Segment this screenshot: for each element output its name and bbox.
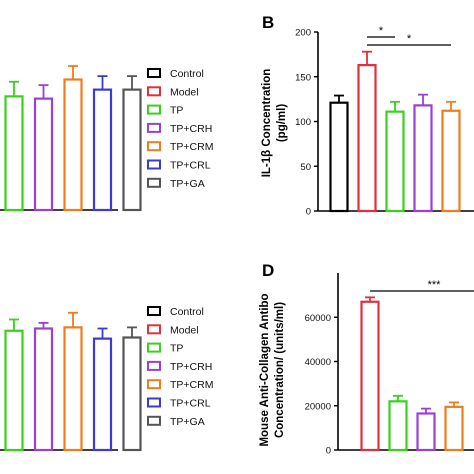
legend-label: TP+CRH xyxy=(170,361,212,373)
legend-swatch xyxy=(147,306,161,316)
legend-label: TP xyxy=(170,343,183,355)
bar xyxy=(33,97,54,212)
bar xyxy=(63,326,83,452)
bar xyxy=(4,95,24,212)
bar xyxy=(413,104,433,213)
legend-label: Model xyxy=(170,324,199,336)
panel-d-letter: D xyxy=(262,261,274,280)
legend-label: TP+CRH xyxy=(170,123,212,135)
significance-label: * xyxy=(379,25,384,37)
legend-label: Control xyxy=(170,68,204,80)
bar xyxy=(33,327,54,452)
bar xyxy=(416,412,436,452)
legend-swatch xyxy=(147,415,161,426)
legend-swatch xyxy=(147,342,161,353)
significance-label: *** xyxy=(428,279,442,291)
legend-swatch xyxy=(147,104,161,115)
legend-label: TP+GA xyxy=(170,178,205,190)
legend-swatch xyxy=(147,397,161,408)
legend-bottom: Control Model TP TP+CRH TP+CRM TP+CRL TP+GA xyxy=(147,306,213,428)
legend-label: Model xyxy=(170,86,199,98)
panel-b-ylabel-line1: IL-1β Concentration xyxy=(261,69,273,178)
legend-label: TP+GA xyxy=(170,416,205,428)
panel-b-letter: B xyxy=(262,13,274,32)
bar xyxy=(388,400,408,452)
legend-swatch xyxy=(147,86,161,97)
panel-d-ylabel-line1: Mouse Anti-Collagen Antibo xyxy=(259,293,271,446)
legend-label: TP+CRL xyxy=(170,398,211,410)
legend-swatch xyxy=(147,379,161,390)
legend-top: Control Model TP TP+CRH TP+CRM TP+CRL TP+GA xyxy=(147,68,213,190)
y-tick-label: 40000 xyxy=(305,357,331,368)
legend-label: TP+CRM xyxy=(170,141,213,153)
bar xyxy=(63,78,83,212)
panel-d-bars: *** xyxy=(360,279,474,452)
legend-swatch xyxy=(147,360,161,371)
panel-c-bars xyxy=(4,311,142,452)
panel-b-bars: ** xyxy=(329,25,461,213)
legend-swatch xyxy=(147,324,161,335)
y-tick-label: 0 xyxy=(326,446,331,457)
bar xyxy=(385,110,405,213)
legend-label: TP+CRM xyxy=(170,379,213,391)
bar xyxy=(357,64,377,213)
legend-label: TP+CRL xyxy=(170,160,211,172)
significance-label: * xyxy=(407,33,412,45)
panel-d-ylabel: Mouse Anti-Collagen Antibo Concentration… xyxy=(259,293,286,446)
legend-swatch xyxy=(147,122,161,133)
legend-swatch xyxy=(147,159,161,170)
legend-label: TP xyxy=(170,105,183,117)
panel-b-ylabel: IL-1β Concentration (pg/ml) xyxy=(261,69,288,178)
bar xyxy=(4,329,24,452)
panel-a-bars xyxy=(4,65,142,212)
bar xyxy=(360,300,380,452)
legend-swatch xyxy=(147,141,161,152)
bar xyxy=(92,88,113,212)
bar xyxy=(92,337,113,452)
legend-swatch xyxy=(147,68,161,78)
bar xyxy=(122,88,142,212)
y-tick-label: 60000 xyxy=(305,313,331,324)
bar xyxy=(122,336,142,452)
bar xyxy=(329,101,349,213)
panel-b-ylabel-line2: (pg/ml) xyxy=(276,104,288,142)
bar xyxy=(444,405,464,452)
panel-d-ylabel-line2: Concentration/ (units/ml) xyxy=(274,302,286,438)
y-tick-label: 50 xyxy=(300,162,311,173)
legend-swatch xyxy=(147,177,161,188)
legend-label: Control xyxy=(170,306,204,318)
y-tick-label: 100 xyxy=(295,117,311,128)
y-tick-label: 0 xyxy=(306,207,311,218)
y-tick-label: 200 xyxy=(295,28,311,39)
bar xyxy=(441,109,461,213)
y-tick-label: 150 xyxy=(295,72,311,83)
y-tick-label: 20000 xyxy=(305,401,331,412)
